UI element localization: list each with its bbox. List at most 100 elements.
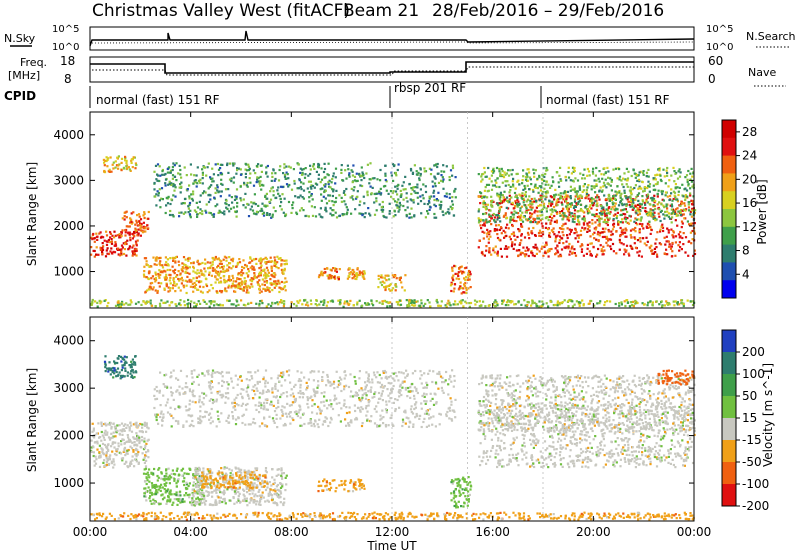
scatter-cell (430, 206, 432, 208)
scatter-cell (199, 286, 201, 288)
scatter-cell (331, 300, 333, 302)
scatter-cell (395, 286, 397, 288)
scatter-cell (589, 206, 591, 208)
scatter-cell (484, 305, 486, 307)
scatter-cell (248, 215, 250, 217)
scatter-cell (511, 245, 513, 247)
scatter-cell (125, 162, 127, 164)
scatter-cell (282, 186, 284, 188)
scatter-cell (359, 201, 361, 203)
scatter-cell (689, 192, 691, 194)
scatter-cell (673, 231, 675, 233)
scatter-cell (123, 167, 125, 169)
scatter-cell (326, 202, 328, 204)
scatter-cell (498, 186, 500, 188)
scatter-cell (556, 199, 558, 201)
scatter-cell (664, 244, 666, 246)
scatter-cell (668, 199, 670, 201)
scatter-cell (202, 299, 204, 301)
scatter-cell (531, 198, 533, 200)
scatter-cell (232, 277, 234, 279)
scatter-cell (598, 239, 600, 241)
scatter-cell (254, 193, 256, 195)
scatter-cell (307, 175, 309, 177)
scatter-cell (480, 219, 482, 221)
scatter-cell (637, 194, 639, 196)
scatter-cell (228, 204, 230, 206)
scatter-cell (111, 426, 113, 428)
scatter-cell (131, 250, 133, 252)
scatter-cell (632, 228, 634, 230)
scatter-cell (609, 200, 611, 202)
scatter-cell (620, 197, 622, 199)
scatter-cell (143, 488, 145, 490)
scatter-cell (406, 215, 408, 217)
scatter-cell (133, 444, 135, 446)
scatter-cell (495, 246, 497, 248)
scatter-cell (389, 210, 391, 212)
scatter-cell (164, 264, 166, 266)
freq-trace (90, 62, 694, 73)
scatter-cell (584, 206, 586, 208)
scatter-cell (273, 276, 275, 278)
scatter-cell (112, 376, 114, 378)
scatter-cell (656, 174, 658, 176)
scatter-cell (262, 288, 264, 290)
scatter-cell (139, 216, 141, 218)
scatter-cell (209, 267, 211, 269)
scatter-cell (349, 300, 351, 302)
scatter-cell (594, 179, 596, 181)
scatter-cell (545, 167, 547, 169)
scatter-cell (183, 300, 185, 302)
scatter-cell (565, 176, 567, 178)
freq-tick-bottom: 8 (64, 72, 72, 86)
scatter-cell (482, 213, 484, 215)
scatter-cell (273, 272, 275, 274)
scatter-cell (506, 180, 508, 182)
scatter-cell (688, 206, 690, 208)
scatter-cell (210, 212, 212, 214)
scatter-cell (101, 425, 103, 427)
scatter-cell (654, 200, 656, 202)
scatter-cell (327, 301, 329, 303)
scatter-cell (402, 205, 404, 207)
scatter-cell (106, 253, 108, 255)
scatter-cell (138, 224, 140, 226)
scatter-cell (135, 370, 137, 372)
scatter-cell (169, 214, 171, 216)
scatter-cell (629, 206, 631, 208)
scatter-cell (573, 214, 575, 216)
scatter-cell (511, 173, 513, 175)
scatter-cell (250, 302, 252, 304)
scatter-cell (99, 445, 101, 447)
scatter-cell (346, 206, 348, 208)
scatter-cell (488, 184, 490, 186)
scatter-cell (243, 182, 245, 184)
scatter-cell (556, 245, 558, 247)
scatter-cell (588, 221, 590, 223)
scatter-cell (549, 232, 551, 234)
scatter-cell (351, 169, 353, 171)
scatter-cell (510, 219, 512, 221)
scatter-cell (213, 213, 215, 215)
scatter-cell (308, 196, 310, 198)
scatter-cell (506, 200, 508, 202)
scatter-cell (120, 360, 122, 362)
scatter-cell (442, 164, 444, 166)
scatter-cell (642, 227, 644, 229)
scatter-cell (179, 491, 181, 493)
scatter-cell (117, 442, 119, 444)
scatter-cell (99, 300, 101, 302)
scatter-cell (258, 303, 260, 305)
scatter-cell (442, 211, 444, 213)
scatter-cell (108, 367, 110, 369)
scatter-cell (148, 476, 150, 478)
scatter-cell (558, 242, 560, 244)
scatter-cell (219, 290, 221, 292)
scatter-cell (558, 255, 560, 257)
scatter-cell (619, 195, 621, 197)
scatter-cell (642, 237, 644, 239)
scatter-cell (450, 290, 452, 292)
scatter-cell (480, 192, 482, 194)
scatter-cell (237, 286, 239, 288)
